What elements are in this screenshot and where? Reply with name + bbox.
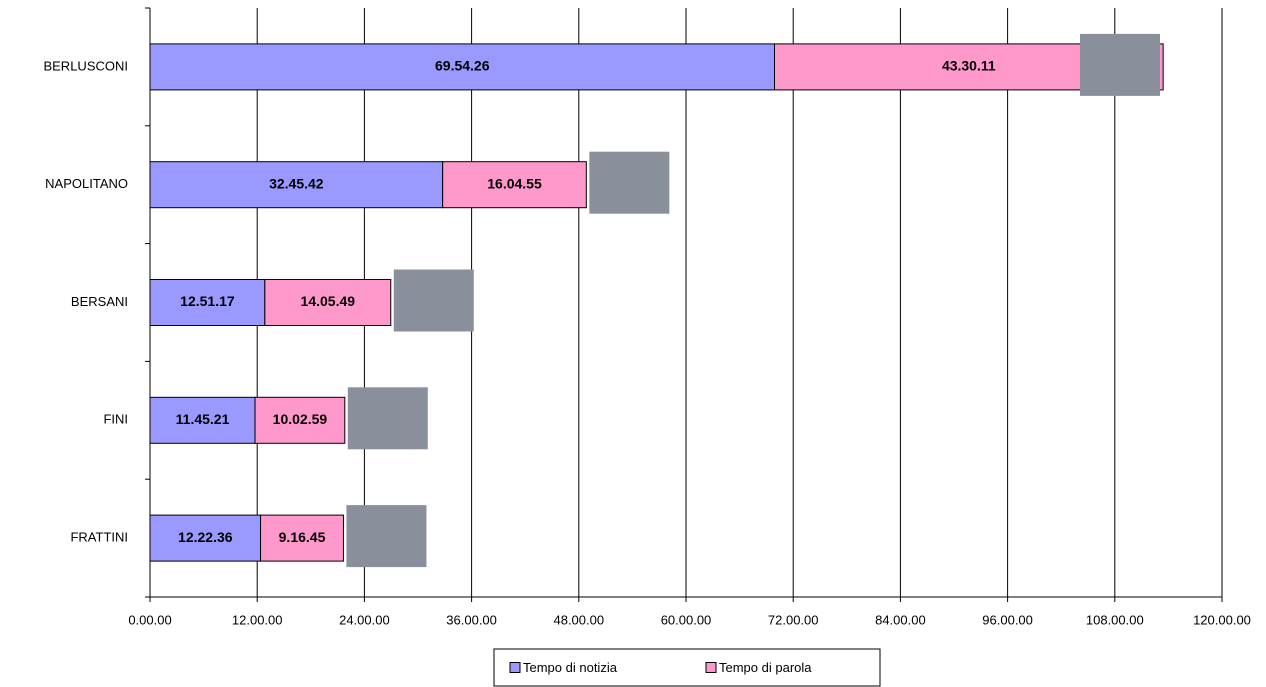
value-label: 14.05.49 — [301, 293, 356, 309]
x-tick-label: 60.00.00 — [661, 612, 712, 627]
y-tick-label: BERLUSCONI — [43, 58, 128, 73]
value-label: 12.51.17 — [180, 293, 235, 309]
photo — [394, 270, 474, 332]
value-label: 11.45.21 — [176, 411, 230, 427]
legend-swatch — [706, 663, 716, 673]
x-tick-label: 36.00.00 — [446, 612, 497, 627]
legend-swatch — [510, 663, 520, 673]
x-tick-label: 72.00.00 — [768, 612, 819, 627]
value-label: 16.04.55 — [487, 175, 542, 191]
x-tick-label: 84.00.00 — [875, 612, 926, 627]
x-tick-label: 0.00.00 — [128, 612, 171, 627]
photo — [589, 152, 669, 214]
x-tick-label: 12.00.00 — [232, 612, 283, 627]
value-label: 10.02.59 — [273, 411, 328, 427]
x-tick-label: 96.00.00 — [982, 612, 1033, 627]
photo — [1080, 34, 1160, 96]
y-tick-label: BERSANI — [71, 294, 128, 309]
x-tick-label: 120.00.00 — [1193, 612, 1251, 627]
chart: 0.00.00 12.00.00 24.00.00 36.00.00 48.00.00 6… — [0, 0, 1266, 687]
page: {"chart_data": {"type": "stacked-bar-hor… — [0, 0, 1266, 687]
y-tick-label: NAPOLITANO — [45, 176, 128, 191]
value-label: 12.22.36 — [178, 529, 233, 545]
value-label: 9.16.45 — [279, 529, 326, 545]
value-label: 32.45.42 — [269, 175, 324, 191]
x-tick-label: 108.00.00 — [1086, 612, 1144, 627]
value-label: 43.30.11 — [942, 58, 996, 74]
x-tick-label: 24.00.00 — [339, 612, 390, 627]
legend-label: Tempo di parola — [719, 660, 812, 675]
x-tick-label: 48.00.00 — [553, 612, 604, 627]
y-tick-label: FINI — [103, 412, 128, 427]
y-tick-label: FRATTINI — [70, 530, 128, 545]
photo — [348, 387, 428, 449]
value-label: 69.54.26 — [435, 58, 490, 74]
photo — [346, 505, 426, 567]
legend-label: Tempo di notizia — [523, 660, 618, 675]
